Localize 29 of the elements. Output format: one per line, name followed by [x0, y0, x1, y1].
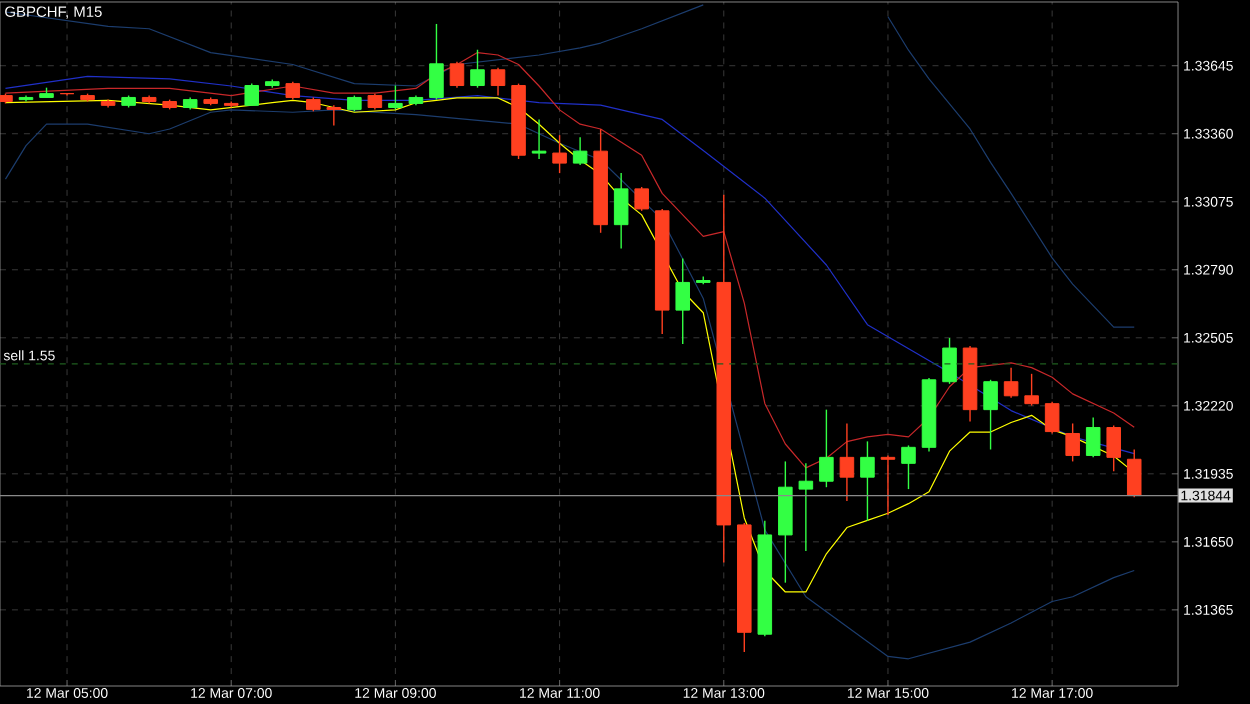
- candlestick: [1044, 401, 1060, 435]
- candlestick: [613, 172, 629, 250]
- candlestick: [1003, 367, 1019, 399]
- candlestick: [449, 60, 465, 89]
- candlestick: [552, 134, 567, 174]
- candlestick: [1065, 422, 1080, 463]
- candlestick: [388, 84, 403, 111]
- candlestick: [572, 136, 588, 166]
- candlestick: [531, 118, 547, 160]
- candlestick: [244, 82, 260, 107]
- candlestick: [942, 337, 957, 385]
- candlestick: [490, 66, 506, 97]
- candlestick: [1085, 416, 1101, 459]
- candlestick: [798, 462, 814, 552]
- candlestick: [326, 104, 342, 127]
- candlestick: [675, 257, 690, 345]
- candlestick: [470, 49, 485, 89]
- candlestick: [429, 23, 444, 101]
- candlestick: [983, 379, 998, 451]
- candlestick: [880, 454, 896, 516]
- candlestick: [839, 422, 855, 502]
- candlestick: [860, 440, 875, 522]
- candlestick: [634, 186, 649, 212]
- candlestick: [778, 460, 793, 584]
- candlestick: [1106, 424, 1121, 472]
- candlestick: [901, 444, 916, 490]
- candlestick: [819, 408, 834, 488]
- candlestick: [1024, 373, 1039, 407]
- candlestick: [1126, 448, 1142, 498]
